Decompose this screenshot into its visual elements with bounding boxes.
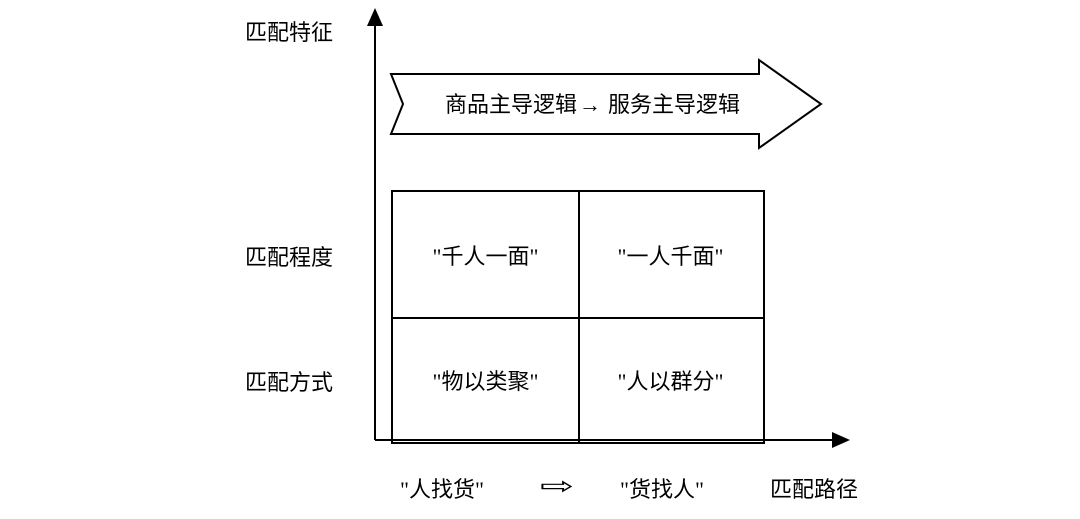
col-bottom-label-1: "货找人"	[620, 472, 704, 504]
y-axis-label: 匹配特征	[245, 15, 333, 47]
col-bottom-label-0: "人找货"	[400, 472, 484, 504]
x-axis-label: 匹配路径	[770, 472, 858, 504]
cell-r0-c0: "千人一面"	[393, 192, 578, 317]
grid-2x2: "千人一面" "一人千面" "物以类聚" "人以群分"	[391, 190, 765, 444]
x-axis-arrowhead	[832, 432, 850, 448]
row-label-1: 匹配方式	[245, 365, 333, 397]
cell-r0-c1: "一人千面"	[578, 192, 763, 317]
diagram-stage: 匹配特征 匹配路径 商品主导逻辑 → 服务主导逻辑 "千人一面" "一人千面" …	[0, 0, 1080, 519]
big-arrow: 商品主导逻辑 → 服务主导逻辑	[391, 60, 831, 156]
big-arrow-inner-arrow: →	[579, 92, 601, 117]
big-arrow-text-left: 商品主导逻辑	[445, 92, 577, 117]
cell-r1-c0: "物以类聚"	[393, 317, 578, 442]
big-arrow-text-right: 服务主导逻辑	[608, 92, 740, 117]
row-label-0: 匹配程度	[245, 240, 333, 272]
bottom-arrow-glyph: ⇨	[540, 472, 571, 501]
cell-r1-c1: "人以群分"	[578, 317, 763, 442]
y-axis-arrowhead	[367, 8, 383, 26]
